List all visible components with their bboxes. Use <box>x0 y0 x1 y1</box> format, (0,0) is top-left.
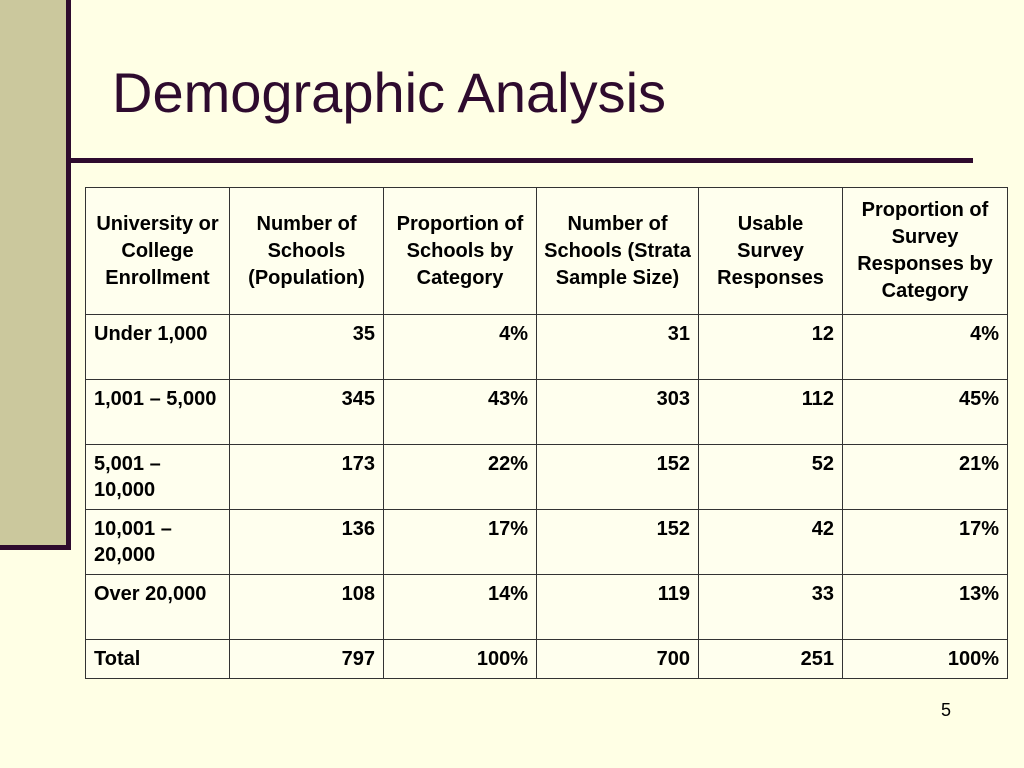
table-row: 1,001 – 5,000 345 43% 303 112 45% <box>85 379 1008 445</box>
header-number-of-schools: Number of Schools (Population) <box>229 187 384 315</box>
cell-enrollment: 5,001 – 10,000 <box>85 444 230 510</box>
cell-enrollment: Total <box>85 639 230 679</box>
cell-sample-size: 31 <box>536 314 699 380</box>
cell-number-of-schools: 797 <box>229 639 384 679</box>
cell-enrollment: Under 1,000 <box>85 314 230 380</box>
table-row: Over 20,000 108 14% 119 33 13% <box>85 574 1008 640</box>
cell-number-of-schools: 173 <box>229 444 384 510</box>
title-divider <box>66 158 973 163</box>
cell-proportion-of-responses: 21% <box>842 444 1008 510</box>
cell-proportion-of-schools: 4% <box>383 314 537 380</box>
table-row: Under 1,000 35 4% 31 12 4% <box>85 314 1008 380</box>
header-proportion-of-responses: Proportion of Survey Responses by Catego… <box>842 187 1008 315</box>
header-sample-size: Number of Schools (Strata Sample Size) <box>536 187 699 315</box>
cell-usable-responses: 251 <box>698 639 843 679</box>
cell-sample-size: 119 <box>536 574 699 640</box>
table-header-row: University or College Enrollment Number … <box>85 187 1008 315</box>
cell-usable-responses: 112 <box>698 379 843 445</box>
cell-usable-responses: 33 <box>698 574 843 640</box>
cell-proportion-of-schools: 17% <box>383 509 537 575</box>
cell-number-of-schools: 345 <box>229 379 384 445</box>
slide-number: 5 <box>941 700 952 720</box>
cell-usable-responses: 52 <box>698 444 843 510</box>
cell-sample-size: 700 <box>536 639 699 679</box>
cell-sample-size: 303 <box>536 379 699 445</box>
cell-sample-size: 152 <box>536 444 699 510</box>
cell-usable-responses: 42 <box>698 509 843 575</box>
cell-proportion-of-responses: 45% <box>842 379 1008 445</box>
cell-proportion-of-schools: 14% <box>383 574 537 640</box>
cell-number-of-schools: 136 <box>229 509 384 575</box>
cell-number-of-schools: 108 <box>229 574 384 640</box>
cell-enrollment: 10,001 – 20,000 <box>85 509 230 575</box>
slide-title: Demographic Analysis <box>112 61 667 124</box>
cell-sample-size: 152 <box>536 509 699 575</box>
demographics-table: University or College Enrollment Number … <box>85 187 1008 679</box>
cell-proportion-of-responses: 4% <box>842 314 1008 380</box>
cell-enrollment: 1,001 – 5,000 <box>85 379 230 445</box>
cell-enrollment: Over 20,000 <box>85 574 230 640</box>
table-total-row: Total 797 100% 700 251 100% <box>85 639 1008 679</box>
cell-proportion-of-schools: 43% <box>383 379 537 445</box>
cell-proportion-of-schools: 22% <box>383 444 537 510</box>
header-proportion-of-schools: Proportion of Schools by Category <box>383 187 537 315</box>
header-usable-responses: Usable Survey Responses <box>698 187 843 315</box>
decorative-side-bar <box>0 0 71 550</box>
table-row: 10,001 – 20,000 136 17% 152 42 17% <box>85 509 1008 575</box>
cell-proportion-of-responses: 17% <box>842 509 1008 575</box>
header-enrollment: University or College Enrollment <box>85 187 230 315</box>
cell-proportion-of-responses: 13% <box>842 574 1008 640</box>
cell-usable-responses: 12 <box>698 314 843 380</box>
table-row: 5,001 – 10,000 173 22% 152 52 21% <box>85 444 1008 510</box>
cell-number-of-schools: 35 <box>229 314 384 380</box>
cell-proportion-of-responses: 100% <box>842 639 1008 679</box>
cell-proportion-of-schools: 100% <box>383 639 537 679</box>
